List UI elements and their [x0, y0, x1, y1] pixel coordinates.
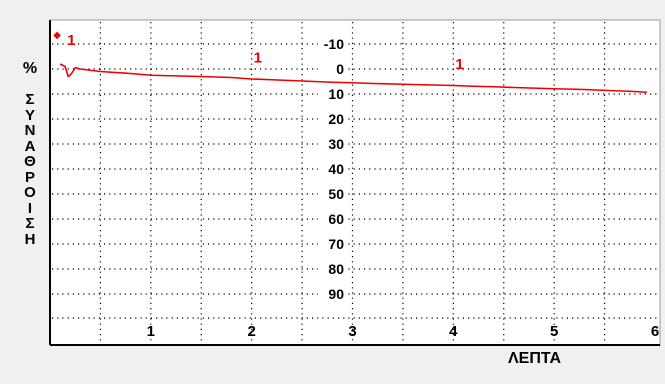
- y-axis-title-letter: Ν: [24, 123, 36, 139]
- y-tick-label: 20: [328, 111, 344, 127]
- y-tick-label: 70: [328, 236, 344, 252]
- y-axis-title-letter: Θ: [24, 154, 36, 170]
- y-tick-label: 80: [328, 261, 344, 277]
- y-axis-title-letter: Ρ: [24, 170, 36, 186]
- y-axis-percent-symbol: %: [23, 60, 37, 78]
- x-tick-label: 6: [651, 323, 659, 340]
- x-tick-label: 2: [247, 323, 255, 340]
- x-axis-label: ΛΕΠΤΑ: [508, 350, 561, 368]
- y-axis-title-letter: Σ: [24, 92, 36, 108]
- x-tick-label: 3: [348, 323, 356, 340]
- y-tick-label: 50: [328, 186, 344, 202]
- y-axis-title-letter: Η: [24, 232, 36, 248]
- x-tick-label: 4: [449, 323, 458, 340]
- event-marker-label: 1: [455, 56, 463, 73]
- y-axis-title-letter: Ο: [24, 185, 36, 201]
- y-tick-label: 0: [336, 61, 344, 77]
- event-marker-label: 1: [254, 50, 262, 67]
- y-axis-title-letter: Ι: [24, 201, 36, 217]
- x-tick-label: 1: [147, 323, 155, 340]
- y-axis-title-letter: Υ: [24, 108, 36, 124]
- y-tick-label: 30: [328, 136, 344, 152]
- y-tick-label: -10: [324, 36, 344, 52]
- y-tick-label: 40: [328, 161, 344, 177]
- y-tick-label: 90: [328, 286, 344, 302]
- y-axis-title-letter: Α: [24, 139, 36, 155]
- x-tick-label: 5: [550, 323, 558, 340]
- y-axis-title-letter: Σ: [24, 216, 36, 232]
- start-marker-icon: ◆: [53, 30, 61, 41]
- y-tick-label: 60: [328, 211, 344, 227]
- y-tick-label: 10: [328, 86, 344, 102]
- event-marker-label: 1: [67, 32, 75, 49]
